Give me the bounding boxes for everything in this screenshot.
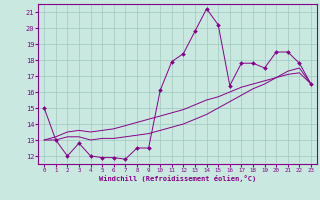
X-axis label: Windchill (Refroidissement éolien,°C): Windchill (Refroidissement éolien,°C) [99, 175, 256, 182]
